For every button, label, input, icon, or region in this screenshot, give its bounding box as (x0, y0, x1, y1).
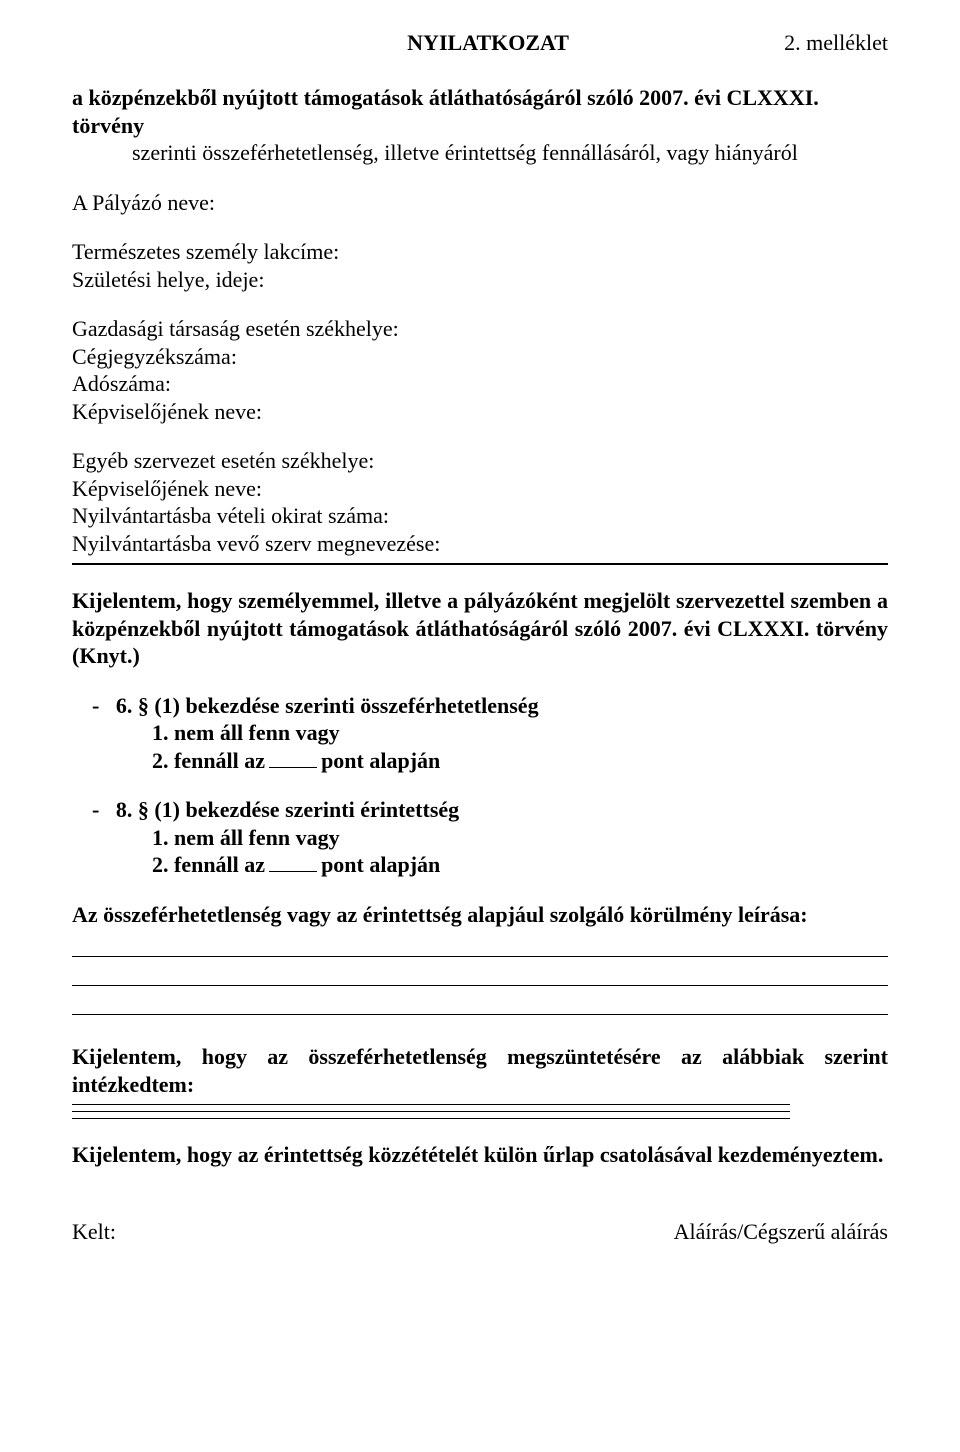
divider (72, 563, 888, 565)
desc-lines (72, 956, 888, 1015)
repr-name-1: Képviselőjének neve: (72, 398, 888, 426)
intro-bold: a közpénzekből nyújtott támogatások átlá… (72, 85, 819, 138)
sub2-post: pont alapján (321, 852, 440, 877)
reg-doc-no: Nyilvántartásba vételi okirat száma: (72, 502, 888, 530)
write-line[interactable] (72, 1104, 790, 1105)
company-seat: Gazdasági társaság esetén székhelye: (72, 315, 888, 343)
dash: - (92, 693, 99, 718)
birth: Születési helye, ideje: (72, 266, 888, 294)
item-8-sub2: 2. fennáll az pont alapján (72, 851, 888, 879)
signature-label: Aláírás/Cégszerű aláírás (674, 1219, 888, 1245)
signature-row: Kelt: Aláírás/Cégszerű aláírás (72, 1219, 888, 1245)
write-line[interactable] (72, 956, 888, 957)
dash: - (92, 797, 99, 822)
kelt-label: Kelt: (72, 1219, 116, 1245)
write-line[interactable] (72, 1111, 790, 1112)
reg-body: Nyilvántartásba vevő szerv megnevezése: (72, 530, 888, 558)
repr-name-2: Képviselőjének neve: (72, 475, 888, 503)
intro-plain: szerinti összeférhetetlenség, illetve ér… (72, 139, 888, 167)
sub2-pre: 2. fennáll az (152, 852, 265, 877)
write-line[interactable] (72, 1014, 888, 1015)
declare-para: Kijelentem, hogy személyemmel, illetve a… (72, 587, 888, 670)
declare-3: Kijelentem, hogy az érintettség közzétét… (72, 1141, 888, 1169)
reg-no: Cégjegyzékszáma: (72, 343, 888, 371)
action-lines (72, 1104, 888, 1119)
declare-2: Kijelentem, hogy az összeférhetetlenség … (72, 1043, 888, 1098)
item-6-sub1: 1. nem áll fenn vagy (72, 719, 888, 747)
item-6: - 6. § (1) bekezdése szerinti összeférhe… (72, 692, 888, 720)
blank-line[interactable] (269, 871, 317, 872)
sub2-pre: 2. fennáll az (152, 748, 265, 773)
page: NYILATKOZAT 2. melléklet a közpénzekből … (0, 0, 960, 1452)
header-row: NYILATKOZAT 2. melléklet (72, 30, 888, 56)
item-6-sub2: 2. fennáll az pont alapján (72, 747, 888, 775)
applicant-label: A Pályázó neve: (72, 189, 888, 217)
natural-address: Természetes személy lakcíme: (72, 238, 888, 266)
desc-label: Az összeférhetetlenség vagy az érintetts… (72, 901, 888, 929)
item-8: - 8. § (1) bekezdése szerinti érintettsé… (72, 796, 888, 824)
document-title: NYILATKOZAT (192, 30, 784, 56)
write-line[interactable] (72, 985, 888, 986)
other-org-seat: Egyéb szervezet esetén székhelye: (72, 447, 888, 475)
attachment-label: 2. melléklet (784, 30, 888, 56)
write-line[interactable] (72, 1118, 790, 1119)
sub2-post: pont alapján (321, 748, 440, 773)
item-8-text: 8. § (1) bekezdése szerinti érintettség (116, 797, 459, 822)
tax-no: Adószáma: (72, 370, 888, 398)
blank-line[interactable] (269, 767, 317, 768)
item-8-sub1: 1. nem áll fenn vagy (72, 824, 888, 852)
item-6-text: 6. § (1) bekezdése szerinti összeférhete… (116, 693, 539, 718)
